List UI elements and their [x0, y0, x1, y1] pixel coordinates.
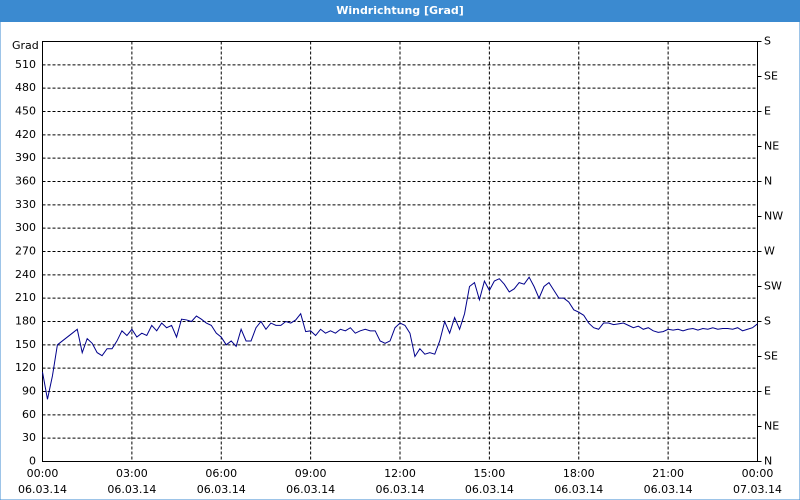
y-axis-label: Grad [12, 39, 39, 52]
y-tick-label: 270 [15, 245, 36, 258]
y-tick-label: 330 [15, 198, 36, 211]
y-tick-label: 210 [15, 291, 36, 304]
y-tick-label: 90 [22, 385, 36, 398]
x-tick-date: 06.03.14 [554, 483, 603, 496]
x-tick-label: 12:00 [384, 467, 416, 480]
y2-tick-label: SE [764, 350, 778, 363]
y-tick-label: 180 [15, 315, 36, 328]
x-tick-date: 06.03.14 [107, 483, 156, 496]
title-bar [0, 0, 800, 22]
y-tick-label: 390 [15, 151, 36, 164]
x-tick-date: 06.03.14 [197, 483, 246, 496]
y-tick-label: 480 [15, 81, 36, 94]
x-tick-date: 06.03.14 [286, 483, 335, 496]
y2-tick-label: SE [764, 70, 778, 83]
y-tick-label: 30 [22, 431, 36, 444]
x-tick-label: 03:00 [116, 467, 148, 480]
y-tick-label: 420 [15, 128, 36, 141]
x-tick-label: 09:00 [295, 467, 327, 480]
x-tick-date: 06.03.14 [18, 483, 67, 496]
x-tick-label: 00:00 [27, 467, 59, 480]
x-tick-label: 18:00 [563, 467, 595, 480]
y-tick-label: 360 [15, 175, 36, 188]
y2-tick-label: E [764, 385, 771, 398]
x-tick-label: 21:00 [652, 467, 684, 480]
line [42, 276, 758, 400]
x-tick-label: 15:00 [474, 467, 506, 480]
x-tick-label: 06:00 [205, 467, 237, 480]
y2-tick-label: S [764, 315, 771, 328]
x-tick-label: 00:00 [742, 467, 774, 480]
x-tick-date: 06.03.14 [644, 483, 693, 496]
y-tick-label: 60 [22, 408, 36, 421]
y-tick-label: 0 [29, 455, 36, 468]
y2-tick-label: NE [764, 420, 779, 433]
y2-tick-label: NE [764, 140, 779, 153]
y2-tick-label: N [764, 455, 772, 468]
y-tick-label: 120 [15, 361, 36, 374]
x-tick-date: 07.03.14 [733, 483, 782, 496]
y2-tick-label: S [764, 35, 771, 48]
y-tick-label: 510 [15, 58, 36, 71]
y2-tick-label: E [764, 105, 771, 118]
y2-tick-label: NW [764, 210, 783, 223]
y2-tick-label: SW [764, 280, 782, 293]
chart-title: Windrichtung [Grad] [336, 4, 464, 17]
x-tick-date: 06.03.14 [465, 483, 514, 496]
y-tick-label: 300 [15, 221, 36, 234]
y2-tick-label: W [764, 245, 775, 258]
y-tick-label: 240 [15, 268, 36, 281]
x-tick-date: 06.03.14 [376, 483, 425, 496]
y-tick-label: 150 [15, 338, 36, 351]
y2-tick-label: N [764, 175, 772, 188]
y-tick-label: 450 [15, 105, 36, 118]
